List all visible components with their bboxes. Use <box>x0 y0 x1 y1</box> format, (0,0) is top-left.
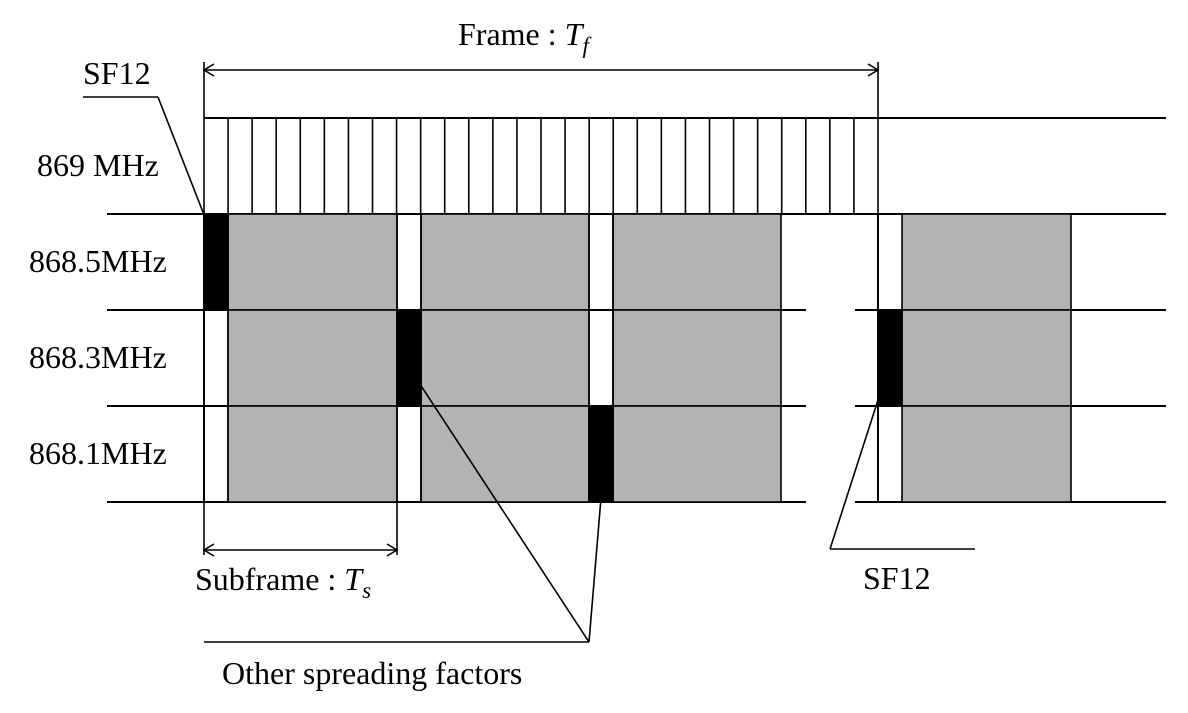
payload-block <box>901 405 1072 503</box>
payload-blocks <box>227 213 1072 503</box>
channel-label-868-1: 868.1MHz <box>29 435 167 471</box>
sf-marker-868-3 <box>396 309 422 407</box>
payload-block <box>227 213 398 311</box>
sf12-bottom-leader <box>829 399 975 550</box>
payload-block <box>227 405 398 503</box>
sf-marker-868-1 <box>588 405 614 503</box>
other-sf-leader <box>204 371 602 643</box>
payload-block <box>612 309 782 407</box>
payload-block <box>227 309 398 407</box>
869mhz-slots <box>203 118 879 214</box>
channel-label-869: 869 MHz <box>37 147 159 183</box>
payload-block <box>901 213 1072 311</box>
channel-label-868-3: 868.3MHz <box>29 339 167 375</box>
payload-block <box>612 405 782 503</box>
sf12-top-label: SF12 <box>83 55 151 91</box>
frame-dimension-arrow <box>202 62 880 118</box>
sf12-top-leader <box>83 96 209 226</box>
channel-label-868-5: 868.5MHz <box>29 243 167 279</box>
payload-block <box>612 213 782 311</box>
sf12-marker-second-frame <box>877 309 903 407</box>
payload-block <box>420 405 590 503</box>
sf-markers <box>203 213 903 503</box>
subframe-dimension-arrow <box>202 502 399 557</box>
sf12-marker-868-5 <box>203 213 229 311</box>
sf12-bottom-label: SF12 <box>863 560 931 596</box>
payload-block <box>420 213 590 311</box>
subframe-label: Subframe : Ts <box>195 561 371 603</box>
frame-label: Frame : Tf <box>458 16 592 58</box>
channel-labels: 869 MHz 868.5MHz 868.3MHz 868.1MHz <box>29 147 167 471</box>
payload-block <box>901 309 1072 407</box>
payload-block <box>420 309 590 407</box>
other-sf-label: Other spreading factors <box>222 655 522 691</box>
